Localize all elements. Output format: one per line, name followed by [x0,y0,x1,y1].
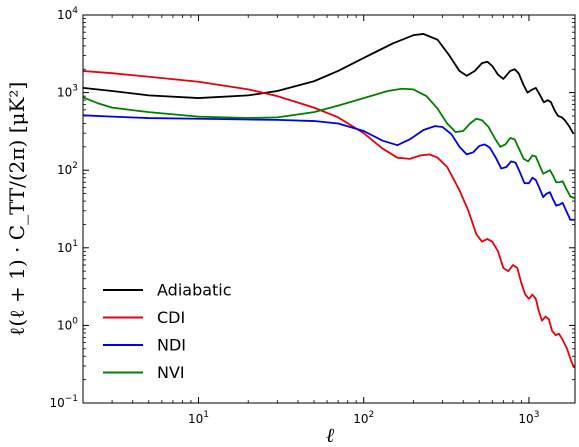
series-line-cdi [83,70,575,369]
y-tick-label: 103 [57,84,78,100]
x-axis-label: ℓ [326,423,335,447]
y-tick-label: 100 [57,316,78,332]
x-tick-label: 101 [188,410,209,426]
series-layer [83,33,575,369]
legend-label-adiabatic: Adiabatic [157,281,232,300]
y-tick-label: 104 [57,6,78,22]
y-tick-label: 101 [57,239,78,255]
legend: Adiabatic CDI NDI NVI [103,281,232,382]
x-tick-labels: 101 102 103 [188,410,539,426]
y-tick-labels: 10−1 100 101 102 103 104 [49,6,78,410]
series-line-ndi [83,114,575,221]
x-tick-label: 102 [353,410,374,426]
series-line-nvi [83,87,575,199]
y-tick-label: 10−1 [49,394,78,410]
series-line-adiabatic [83,33,574,135]
legend-label-ndi: NDI [157,336,186,355]
plot-frame [82,14,576,404]
x-tick-label: 103 [518,410,539,426]
legend-label-nvi: NVI [157,363,185,382]
y-axis-label: ℓ(ℓ + 1) · C_TT/(2π) [μK²] [5,82,29,337]
y-tick-label: 102 [57,161,78,177]
legend-label-cdi: CDI [157,308,185,327]
